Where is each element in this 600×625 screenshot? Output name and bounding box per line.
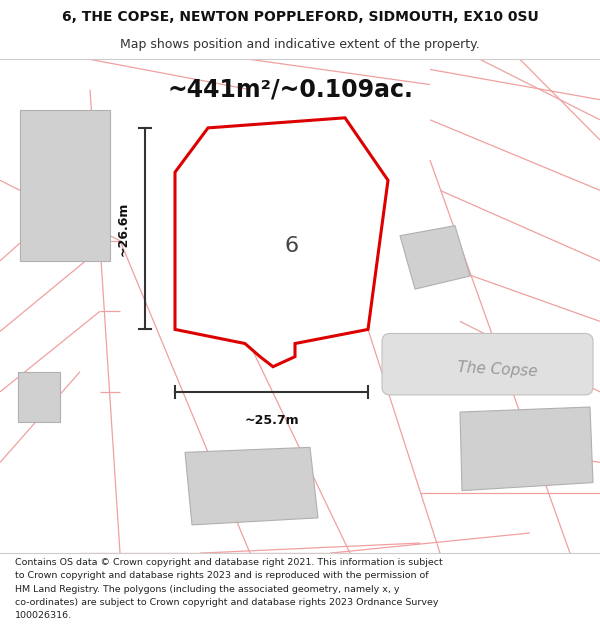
Polygon shape [18,372,60,422]
Text: Contains OS data © Crown copyright and database right 2021. This information is : Contains OS data © Crown copyright and d… [15,558,443,567]
Polygon shape [185,448,318,525]
Text: ~441m²/~0.109ac.: ~441m²/~0.109ac. [168,78,414,102]
Polygon shape [255,236,365,336]
Polygon shape [400,226,470,289]
Text: 6: 6 [285,236,299,256]
Text: to Crown copyright and database rights 2023 and is reproduced with the permissio: to Crown copyright and database rights 2… [15,571,428,581]
FancyBboxPatch shape [382,334,593,395]
Text: HM Land Registry. The polygons (including the associated geometry, namely x, y: HM Land Registry. The polygons (includin… [15,585,400,594]
Polygon shape [460,407,593,491]
Text: 100026316.: 100026316. [15,611,72,621]
Text: ~26.6m: ~26.6m [116,201,130,256]
Text: Map shows position and indicative extent of the property.: Map shows position and indicative extent… [120,38,480,51]
Polygon shape [175,118,388,367]
Polygon shape [20,110,110,261]
Text: The Copse: The Copse [457,360,538,379]
Text: 6, THE COPSE, NEWTON POPPLEFORD, SIDMOUTH, EX10 0SU: 6, THE COPSE, NEWTON POPPLEFORD, SIDMOUT… [62,9,538,24]
Text: ~25.7m: ~25.7m [244,414,299,427]
Text: co-ordinates) are subject to Crown copyright and database rights 2023 Ordnance S: co-ordinates) are subject to Crown copyr… [15,598,439,607]
